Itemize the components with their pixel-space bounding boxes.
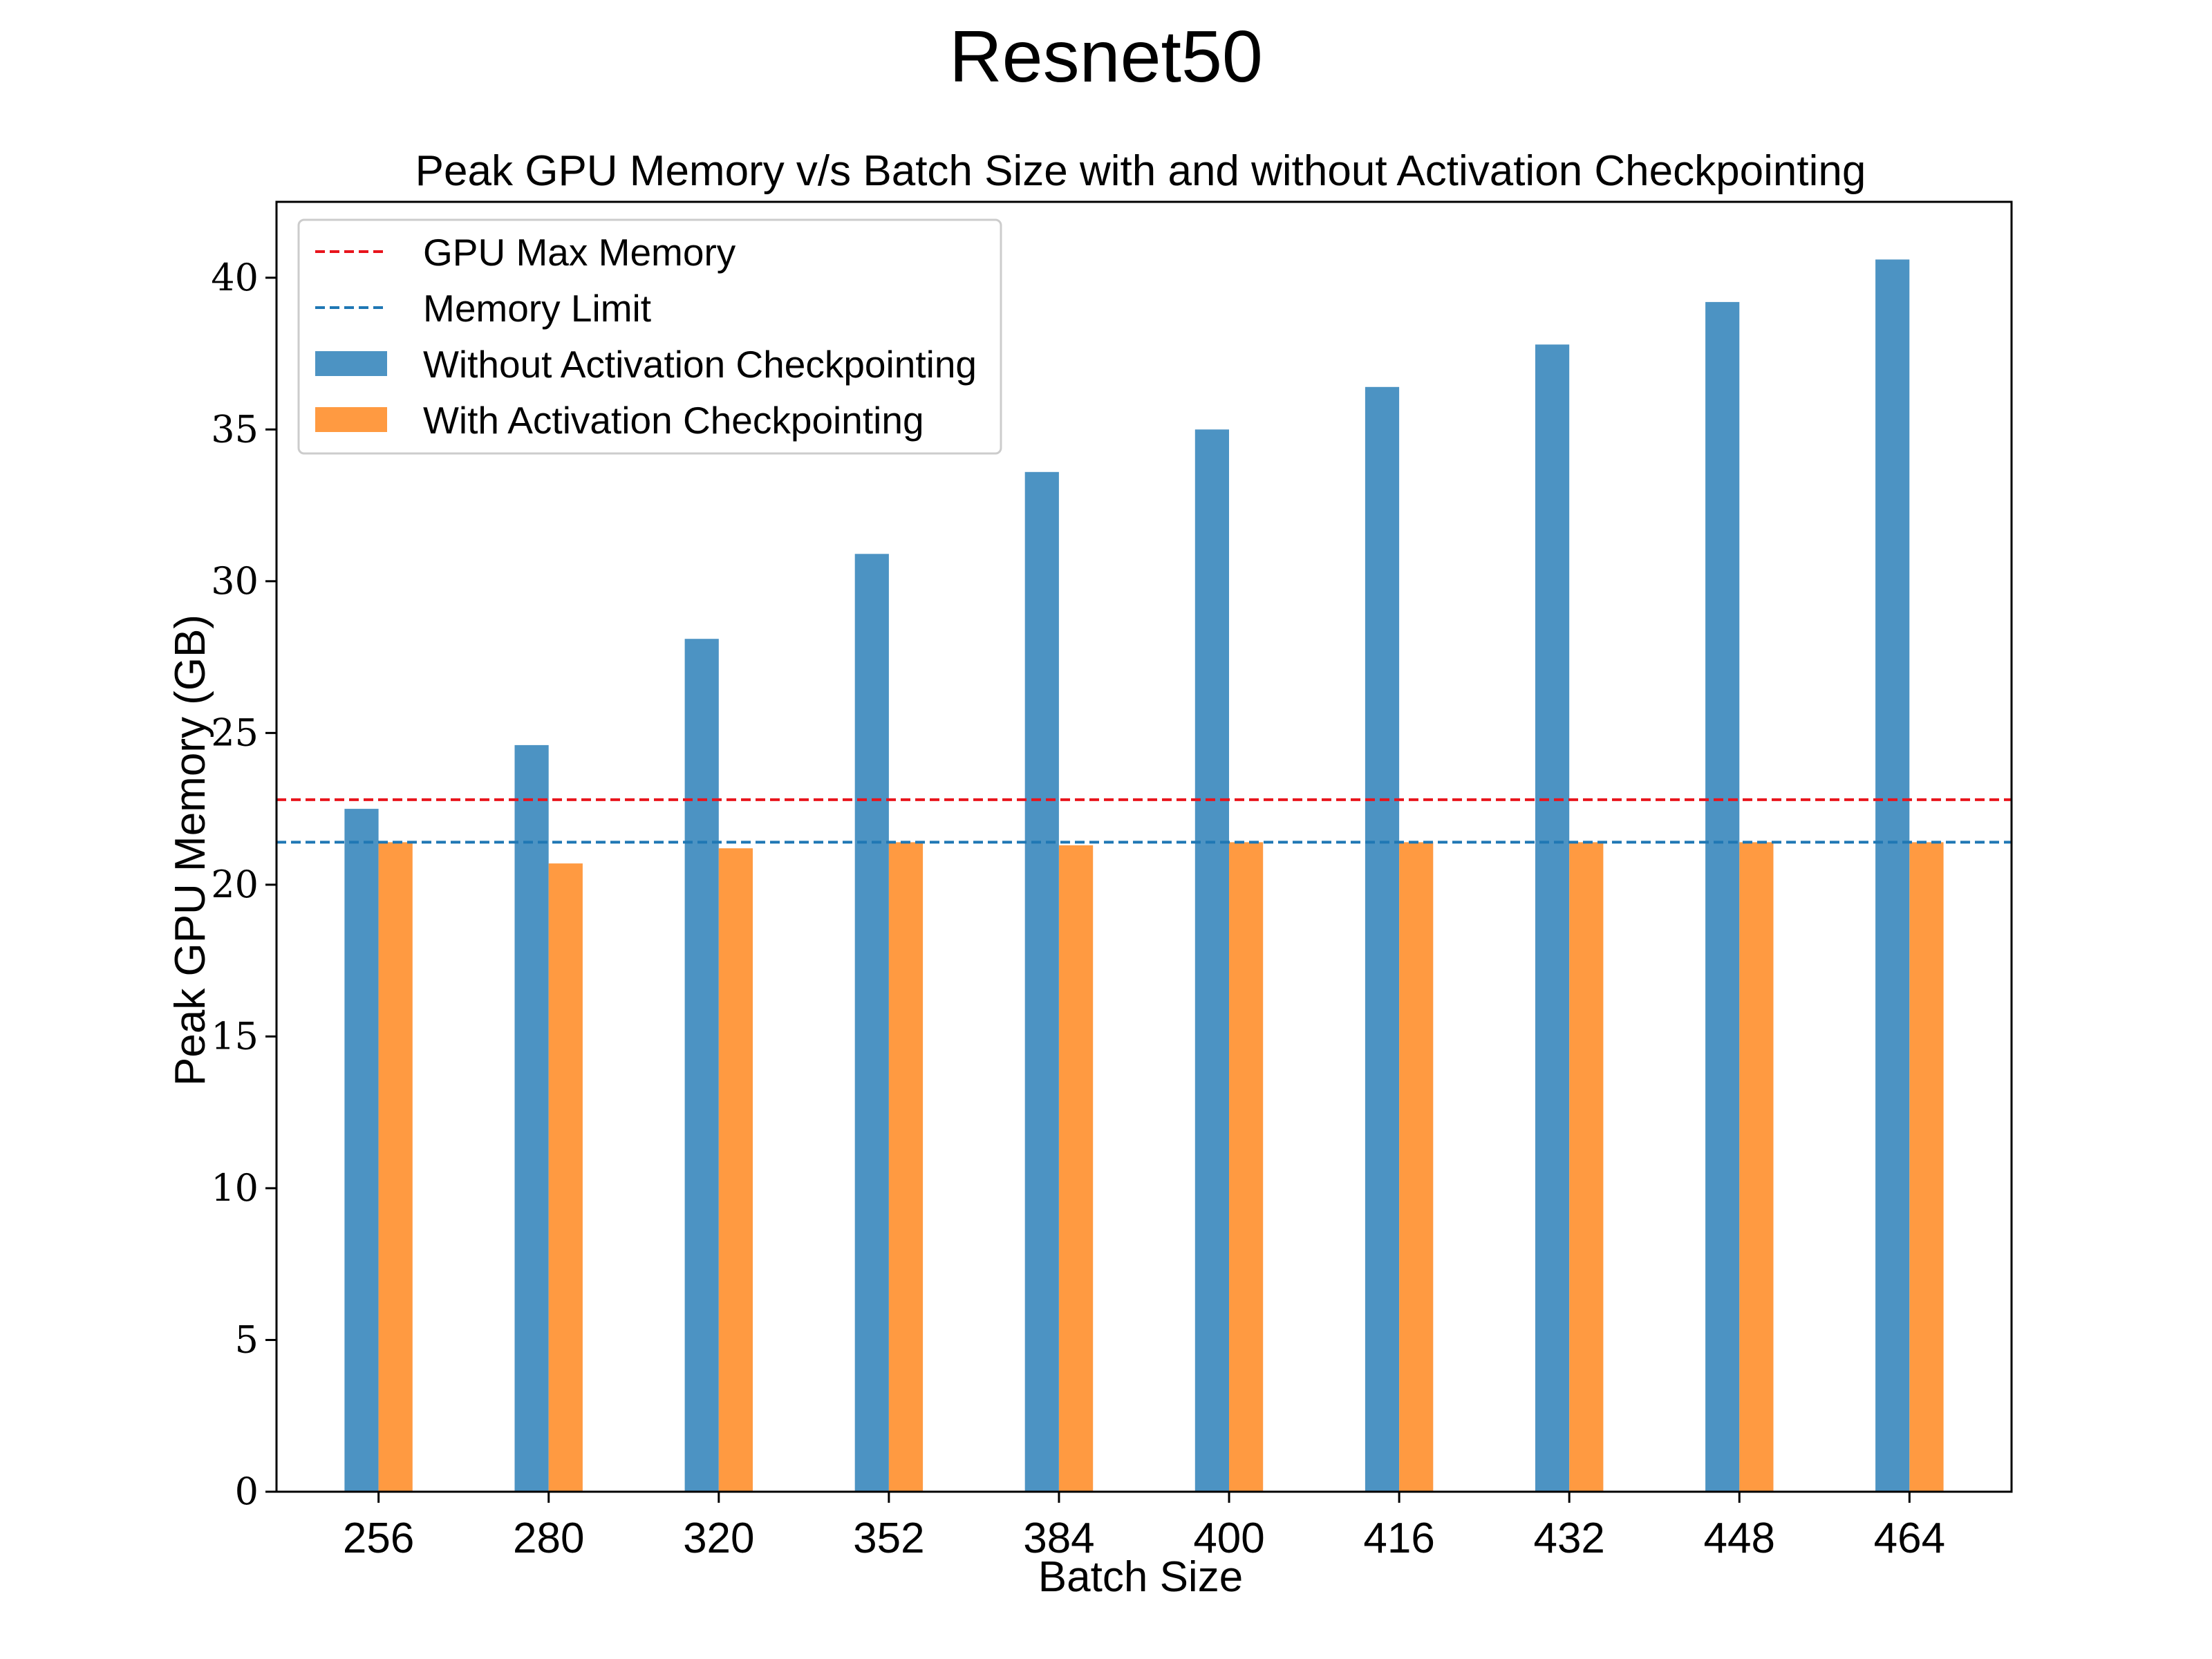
bar-series-1 [344, 259, 1910, 1492]
x-axis-label: Batch Size [1038, 1553, 1243, 1601]
bar-without-464 [1875, 259, 1910, 1492]
legend-patch-swatch [315, 407, 387, 432]
bar-with-320 [718, 848, 753, 1492]
legend-label: Without Activation Checkpointing [423, 343, 977, 386]
y-axis-label: Peak GPU Memory (GB) [167, 615, 214, 1086]
bar-without-320 [684, 639, 719, 1492]
bar-with-464 [1909, 842, 1944, 1492]
bar-without-432 [1535, 344, 1570, 1492]
y-tick-label: 15 [211, 1014, 259, 1058]
x-tick-label: 352 [853, 1515, 924, 1562]
y-tick-label: 20 [211, 863, 259, 906]
y-tick-label: 10 [211, 1166, 259, 1210]
bar-with-384 [1059, 845, 1094, 1492]
legend-box [297, 218, 1002, 455]
bar-without-384 [1024, 471, 1059, 1492]
legend-label: With Activation Checkpointing [423, 399, 924, 442]
y-tick-label: 30 [211, 559, 259, 603]
x-tick-label: 432 [1533, 1515, 1604, 1562]
chart-suptitle: Resnet50 [949, 16, 1263, 97]
legend-label: Memory Limit [423, 287, 651, 330]
x-tick-label: 320 [683, 1515, 754, 1562]
bar-without-256 [344, 809, 379, 1492]
bar-without-280 [514, 744, 549, 1492]
y-tick-label: 25 [211, 711, 259, 754]
y-tick-label: 0 [235, 1470, 259, 1513]
bar-with-256 [378, 842, 413, 1492]
bar-without-352 [854, 554, 889, 1492]
plot-frame [275, 200, 2013, 1493]
plot-area: 0 5 10 15 20 25 30 35 40 256 280 320 352 384 400 416 432… [211, 200, 2013, 1562]
x-tick-label: 256 [343, 1515, 414, 1562]
bar-with-400 [1229, 842, 1264, 1492]
x-tick-label: 280 [513, 1515, 584, 1562]
bar-without-400 [1194, 429, 1229, 1492]
x-tick-label: 448 [1704, 1515, 1775, 1562]
bar-series-2 [378, 842, 1944, 1492]
bar-with-280 [548, 863, 583, 1492]
bar-without-448 [1705, 301, 1740, 1492]
legend: GPU Max Memory Memory Limit Without Activa… [297, 218, 1002, 455]
y-tick-label: 35 [211, 407, 259, 451]
y-tick-label: 5 [235, 1318, 259, 1361]
bar-with-352 [888, 842, 924, 1492]
y-tick-label: 40 [211, 256, 259, 299]
x-tick-label: 416 [1363, 1515, 1434, 1562]
chart-title: Peak GPU Memory v/s Batch Size with and … [415, 147, 1866, 195]
x-tick-label: 384 [1023, 1515, 1094, 1562]
bar-with-432 [1569, 842, 1604, 1492]
x-tick-label: 464 [1874, 1515, 1945, 1562]
bar-with-416 [1399, 842, 1434, 1492]
legend-label: GPU Max Memory [423, 231, 736, 274]
bar-with-448 [1739, 842, 1774, 1492]
legend-patch-swatch [315, 351, 387, 376]
bar-without-416 [1365, 386, 1400, 1492]
x-tick-label: 400 [1193, 1515, 1264, 1562]
